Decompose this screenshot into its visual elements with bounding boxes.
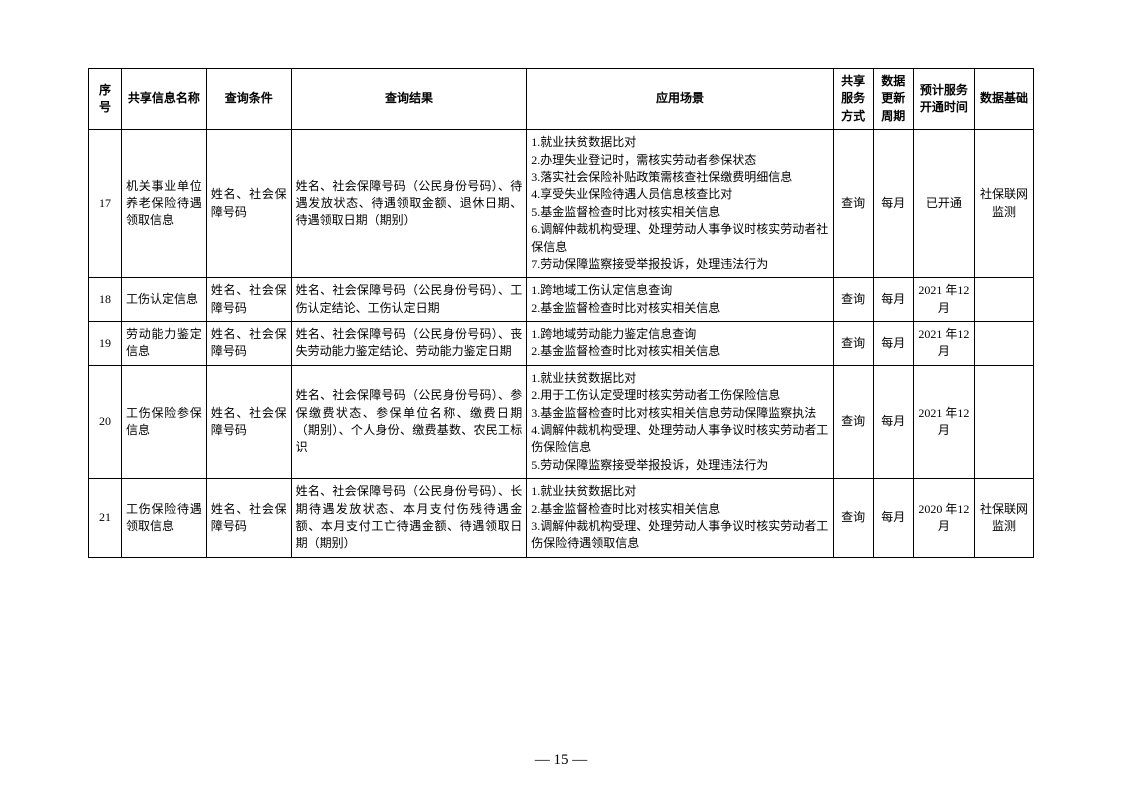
col-header-basis: 数据基础 [975, 69, 1034, 130]
cell-result: 姓名、社会保障号码（公民身份号码）、参保缴费状态、参保单位名称、缴费日期（期别）… [291, 365, 527, 478]
cell-cond: 姓名、社会保障号码 [206, 322, 291, 366]
cell-result: 姓名、社会保障号码（公民身份号码）、丧失劳动能力鉴定结论、劳动能力鉴定日期 [291, 322, 527, 366]
cell-cond: 姓名、社会保障号码 [206, 479, 291, 558]
cell-seq: 17 [89, 130, 122, 278]
cell-seq: 19 [89, 322, 122, 366]
cell-method: 查询 [833, 278, 873, 322]
table-container: 序号 共享信息名称 查询条件 查询结果 应用场景 共享服务方式 数据更新周期 预… [88, 68, 1034, 558]
table-body: 17 机关事业单位养老保险待遇领取信息 姓名、社会保障号码 姓名、社会保障号码（… [89, 130, 1034, 558]
cell-period: 每月 [873, 322, 913, 366]
cell-seq: 20 [89, 365, 122, 478]
cell-time: 2020 年12 月 [913, 479, 974, 558]
cell-scene: 1.跨地域劳动能力鉴定信息查询2.基金监督检查时比对核实相关信息 [527, 322, 833, 366]
cell-period: 每月 [873, 278, 913, 322]
cell-seq: 21 [89, 479, 122, 558]
cell-basis: 社保联网监测 [975, 479, 1034, 558]
cell-period: 每月 [873, 130, 913, 278]
table-row: 17 机关事业单位养老保险待遇领取信息 姓名、社会保障号码 姓名、社会保障号码（… [89, 130, 1034, 278]
cell-result: 姓名、社会保障号码（公民身份号码）、长期待遇发放状态、本月支付伤残待遇金额、本月… [291, 479, 527, 558]
cell-time: 已开通 [913, 130, 974, 278]
cell-period: 每月 [873, 365, 913, 478]
cell-name: 工伤保险待遇领取信息 [121, 479, 206, 558]
cell-seq: 18 [89, 278, 122, 322]
cell-cond: 姓名、社会保障号码 [206, 278, 291, 322]
col-header-period: 数据更新周期 [873, 69, 913, 130]
cell-basis [975, 322, 1034, 366]
cell-result: 姓名、社会保障号码（公民身份号码）、工伤认定结论、工伤认定日期 [291, 278, 527, 322]
cell-time: 2021 年12 月 [913, 278, 974, 322]
table-row: 18 工伤认定信息 姓名、社会保障号码 姓名、社会保障号码（公民身份号码）、工伤… [89, 278, 1034, 322]
col-header-scene: 应用场景 [527, 69, 833, 130]
col-header-method: 共享服务方式 [833, 69, 873, 130]
cell-scene: 1.就业扶贫数据比对2.办理失业登记时，需核实劳动者参保状态3.落实社会保险补贴… [527, 130, 833, 278]
cell-time: 2021 年12 月 [913, 365, 974, 478]
cell-scene: 1.就业扶贫数据比对2.基金监督检查时比对核实相关信息3.调解仲裁机构受理、处理… [527, 479, 833, 558]
cell-scene: 1.就业扶贫数据比对2.用于工伤认定受理时核实劳动者工伤保险信息3.基金监督检查… [527, 365, 833, 478]
cell-result: 姓名、社会保障号码（公民身份号码）、待遇发放状态、待遇领取金额、退休日期、待遇领… [291, 130, 527, 278]
cell-method: 查询 [833, 130, 873, 278]
col-header-seq: 序号 [89, 69, 122, 130]
cell-name: 工伤认定信息 [121, 278, 206, 322]
cell-time: 2021 年12 月 [913, 322, 974, 366]
table-row: 21 工伤保险待遇领取信息 姓名、社会保障号码 姓名、社会保障号码（公民身份号码… [89, 479, 1034, 558]
cell-scene: 1.跨地域工伤认定信息查询2.基金监督检查时比对核实相关信息 [527, 278, 833, 322]
cell-cond: 姓名、社会保障号码 [206, 130, 291, 278]
cell-basis [975, 365, 1034, 478]
page-number: — 15 — [0, 752, 1122, 769]
cell-name: 劳动能力鉴定信息 [121, 322, 206, 366]
col-header-result: 查询结果 [291, 69, 527, 130]
header-row: 序号 共享信息名称 查询条件 查询结果 应用场景 共享服务方式 数据更新周期 预… [89, 69, 1034, 130]
cell-basis: 社保联网监测 [975, 130, 1034, 278]
col-header-cond: 查询条件 [206, 69, 291, 130]
cell-name: 工伤保险参保信息 [121, 365, 206, 478]
cell-method: 查询 [833, 365, 873, 478]
cell-period: 每月 [873, 479, 913, 558]
table-head: 序号 共享信息名称 查询条件 查询结果 应用场景 共享服务方式 数据更新周期 预… [89, 69, 1034, 130]
cell-name: 机关事业单位养老保险待遇领取信息 [121, 130, 206, 278]
data-table: 序号 共享信息名称 查询条件 查询结果 应用场景 共享服务方式 数据更新周期 预… [88, 68, 1034, 558]
table-row: 20 工伤保险参保信息 姓名、社会保障号码 姓名、社会保障号码（公民身份号码）、… [89, 365, 1034, 478]
col-header-name: 共享信息名称 [121, 69, 206, 130]
cell-basis [975, 278, 1034, 322]
cell-method: 查询 [833, 479, 873, 558]
cell-method: 查询 [833, 322, 873, 366]
table-row: 19 劳动能力鉴定信息 姓名、社会保障号码 姓名、社会保障号码（公民身份号码）、… [89, 322, 1034, 366]
col-header-time: 预计服务开通时间 [913, 69, 974, 130]
cell-cond: 姓名、社会保障号码 [206, 365, 291, 478]
